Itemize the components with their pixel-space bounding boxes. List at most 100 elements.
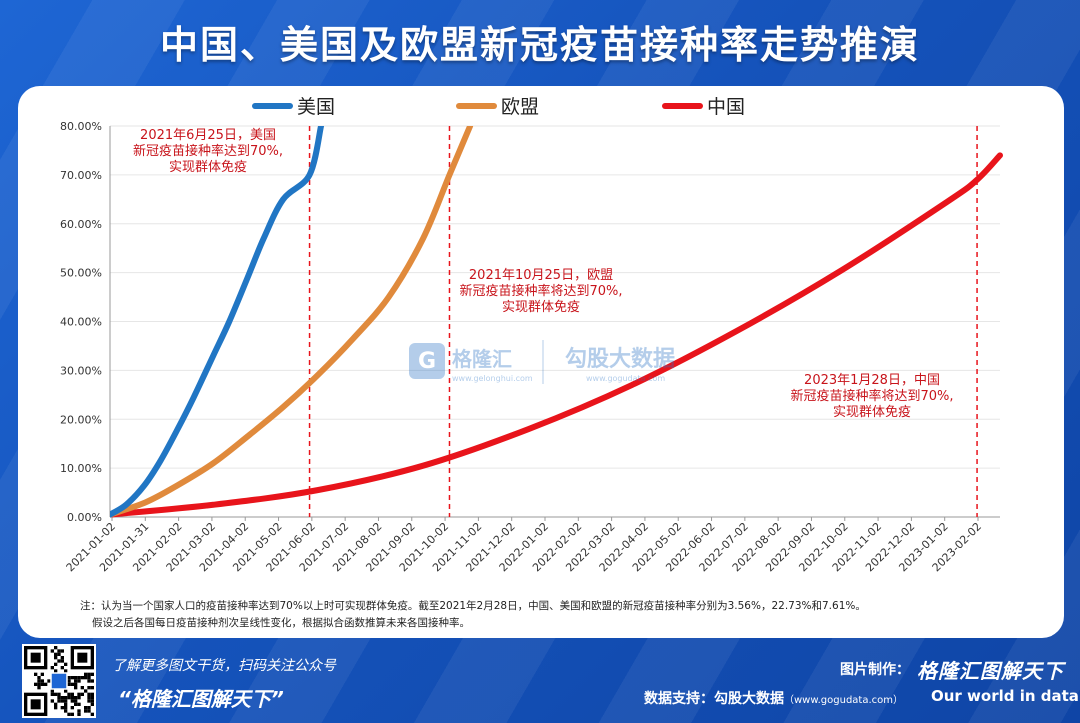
footer-made-by-brand: 格隆汇图解天下 xyxy=(917,659,1064,683)
qr-cell xyxy=(74,676,78,680)
annotation-line: 实现群体免疫 xyxy=(169,159,247,175)
y-tick-label: 60.00% xyxy=(60,218,102,231)
qr-cell xyxy=(84,709,88,713)
qr-cell xyxy=(40,682,44,686)
qr-cell xyxy=(34,672,38,676)
qr-cell xyxy=(64,689,68,693)
qr-cell xyxy=(60,656,64,660)
qr-cell xyxy=(84,706,88,710)
note: 注：认为当一个国家人口的疫苗接种率达到70%以上时可实现群体免疫。截至2021年… xyxy=(80,599,866,629)
qr-cell xyxy=(50,666,54,670)
qr-cell xyxy=(84,676,88,680)
qr-cell xyxy=(57,692,61,696)
y-tick-label: 50.00% xyxy=(60,267,102,280)
qr-cell xyxy=(57,649,61,653)
qr-cell xyxy=(70,692,74,696)
qr-cell xyxy=(77,692,81,696)
qr-cell xyxy=(57,652,61,656)
qr-cell xyxy=(77,709,81,713)
qr-cell xyxy=(74,699,78,703)
reference-lines xyxy=(308,126,978,517)
qr-cell xyxy=(37,679,41,683)
qr-cell xyxy=(80,692,84,696)
qr-cell xyxy=(67,676,71,680)
qr-cell xyxy=(60,706,64,710)
annotation-line: 2023年1月28日，中国 xyxy=(804,373,940,388)
watermark-logo-letter: G xyxy=(418,349,436,374)
qr-cell xyxy=(90,699,94,703)
qr-cell xyxy=(50,689,54,693)
watermark-logo-icon xyxy=(409,343,445,379)
footer-made-by-label: 图片制作： xyxy=(840,662,910,678)
qr-cell xyxy=(87,672,91,676)
qr-cell xyxy=(50,699,54,703)
qr-cell xyxy=(87,676,91,680)
y-tick-label: 10.00% xyxy=(60,462,102,475)
qr-cell xyxy=(70,699,74,703)
qr-cell xyxy=(64,702,68,706)
qr-cell xyxy=(67,696,71,700)
qr-cell xyxy=(64,696,68,700)
qr-cell xyxy=(74,679,78,683)
qr-cell xyxy=(77,676,81,680)
qr-finder-core xyxy=(30,652,41,663)
qr-cell xyxy=(84,689,88,693)
qr-center-logo xyxy=(50,672,68,690)
qr-cell xyxy=(57,699,61,703)
qr-cell xyxy=(70,676,74,680)
annotation-line: 2021年10月25日，欧盟 xyxy=(469,268,613,283)
qr-cell xyxy=(87,692,91,696)
qr-cell xyxy=(70,682,74,686)
qr-cell xyxy=(74,686,78,690)
watermark-brand2-url: www.gogudata.com xyxy=(586,374,665,383)
footer-data-support-url: （www.gogudata.com） xyxy=(784,695,904,706)
qr-code-icon[interactable] xyxy=(22,644,96,718)
qr-cell xyxy=(80,686,84,690)
y-tick-label: 30.00% xyxy=(60,364,102,377)
qr-cell xyxy=(54,692,58,696)
qr-cell xyxy=(90,702,94,706)
annotations: 2021年6月25日，美国新冠疫苗接种率达到70%,实现群体免疫2021年10月… xyxy=(133,128,954,420)
qr-cell xyxy=(80,676,84,680)
qr-cell xyxy=(50,692,54,696)
series-line-0 xyxy=(110,126,325,518)
y-tick-label: 20.00% xyxy=(60,413,102,426)
qr-finder-core xyxy=(77,652,88,663)
qr-cell xyxy=(87,686,91,690)
qr-cell xyxy=(77,702,81,706)
qr-cell xyxy=(67,712,71,716)
legend: 美国 欧盟 中国 xyxy=(252,96,745,118)
series-layer xyxy=(110,126,1003,518)
y-tick-label: 0.00% xyxy=(67,511,102,524)
qr-cell xyxy=(87,699,91,703)
watermark-brand1-url: www.gelonghui.com xyxy=(452,374,533,383)
qr-cell xyxy=(54,646,58,650)
grid-layer xyxy=(110,125,1000,518)
qr-cell xyxy=(54,662,58,666)
qr-cell xyxy=(67,679,71,683)
qr-cell xyxy=(77,712,81,716)
qr-cell xyxy=(40,679,44,683)
page-title: 中国、美国及欧盟新冠疫苗接种率走势推演 xyxy=(159,23,920,67)
qr-cell xyxy=(77,679,81,683)
qr-cell xyxy=(64,709,68,713)
qr-cell xyxy=(77,696,81,700)
qr-cell xyxy=(90,692,94,696)
note-line-2: 假设之后各国每日疫苗接种剂次呈线性变化，根据拟合函数推算未来各国接种率。 xyxy=(92,616,470,629)
footer-data-support: 数据支持：勾股大数据（www.gogudata.com） xyxy=(644,688,903,708)
qr-cell xyxy=(57,696,61,700)
qr-cell xyxy=(54,652,58,656)
qr-cell xyxy=(34,682,38,686)
footer-data-support-label: 数据支持：勾股大数据 xyxy=(644,691,784,707)
qr-finder-core xyxy=(30,699,41,710)
qr-cell xyxy=(70,712,74,716)
legend-label: 美国 xyxy=(297,96,335,118)
qr-cell xyxy=(37,686,41,690)
watermark-brand2: 勾股大数据 xyxy=(565,346,675,372)
qr-cell xyxy=(87,706,91,710)
qr-cell xyxy=(74,702,78,706)
qr-cell xyxy=(60,699,64,703)
qr-cell xyxy=(64,699,68,703)
annotation-line: 实现群体免疫 xyxy=(502,299,580,315)
